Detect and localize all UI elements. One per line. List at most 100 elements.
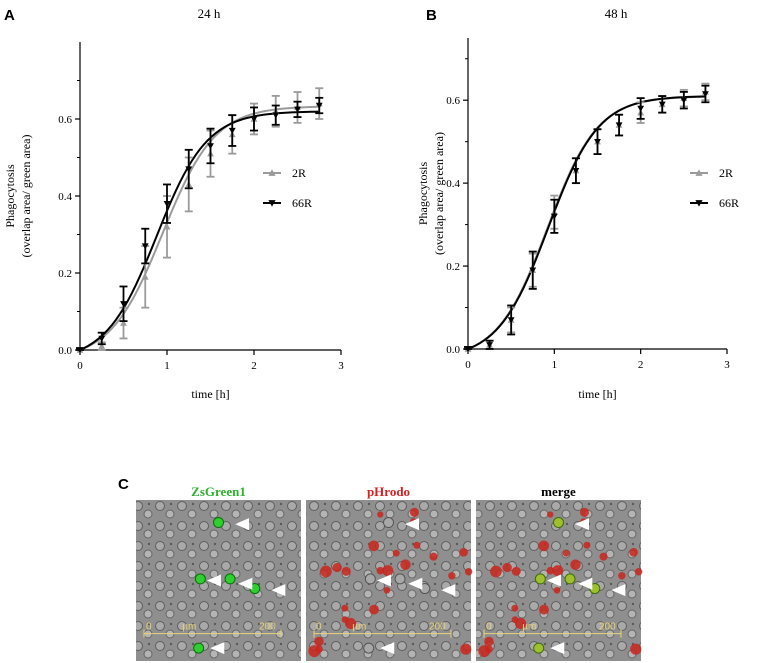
data-point-66R-a (250, 116, 258, 123)
green-fluorescent-cell (224, 573, 236, 585)
y-tick-label-a: 0.0 (58, 345, 72, 357)
red-fluorescent-cell-merge (583, 541, 591, 549)
y-tick-label-b: 0.0 (446, 344, 460, 356)
x-axis-label-a: time [h] (191, 387, 229, 401)
red-fluorescent-cell-red (377, 511, 384, 518)
scale-bar-unit-label-green: µm (182, 622, 196, 633)
scale-bar-end-label-red: 200 (429, 622, 446, 633)
unlabeled-cell (364, 573, 376, 585)
white-arrow-icon-merge (578, 577, 593, 590)
red-fluorescent-cell-red (369, 604, 379, 615)
data-point-66R-a (272, 112, 280, 119)
data-point-66R-b (550, 213, 558, 220)
merged-fluorescent-cell (534, 573, 546, 585)
red-fluorescent-cell-red (392, 549, 400, 557)
legend-marker-2R-b (695, 169, 703, 176)
red-fluorescent-cell-red (332, 562, 342, 573)
red-fluorescent-cell-merge (515, 617, 527, 630)
red-fluorescent-cell-red (400, 559, 411, 570)
x-tick-label-b: 1 (552, 359, 558, 371)
data-point-66R-a (228, 127, 236, 134)
red-fluorescent-cell-merge (502, 562, 512, 573)
data-point-66R-b (529, 267, 537, 274)
scale-bar-start-label-red: 0 (316, 622, 322, 633)
legend-label-66R-b: 66R (719, 196, 739, 210)
merged-fluorescent-cell (553, 517, 564, 529)
red-fluorescent-cell-merge (629, 547, 638, 557)
legend-label-2R-b: 2R (719, 166, 733, 180)
red-fluorescent-cell-red (341, 566, 351, 576)
x-tick-label-a: 3 (338, 360, 344, 372)
data-point-2R-a (163, 223, 171, 230)
fit-curve-66R-a (79, 110, 320, 351)
red-fluorescent-cell-red (460, 643, 472, 655)
red-fluorescent-cell-merge (570, 559, 581, 570)
red-fluorescent-cell-red (345, 617, 357, 630)
scale-bar-start-label-merge: 0 (486, 622, 492, 633)
red-fluorescent-cell-merge (562, 549, 570, 557)
y-tick-label-b: 0.2 (446, 261, 460, 273)
scale-bar-end-label-green: 200 (259, 622, 276, 633)
x-tick-label-a: 0 (77, 360, 83, 372)
data-point-66R-a (185, 166, 193, 173)
legend-b: 2R 66R (690, 166, 739, 210)
data-point-66R-b (637, 105, 645, 112)
x-tick-label-b: 0 (465, 359, 471, 371)
fit-curve-2R-b (467, 95, 706, 350)
red-fluorescent-cell-merge (547, 511, 554, 518)
scale-bar-unit-label-red: µm (352, 622, 366, 633)
y-tick-label-a: 0.2 (58, 268, 72, 280)
merged-fluorescent-cell (533, 642, 545, 654)
legend-label-66R-a: 66R (292, 196, 312, 210)
panel-c: C ZsGreen1 0 µm 200 pHrodo 0 µm 200 merge 0 µm 200 (118, 476, 643, 661)
chart-title-b: 48 h (605, 6, 628, 21)
data-point-66R-b (464, 346, 472, 353)
micrograph-label-green: ZsGreen1 (191, 484, 246, 499)
white-arrow-icon-red (376, 574, 391, 587)
unlabeled-cell (394, 573, 406, 585)
unlabeled-cell (383, 517, 394, 529)
red-fluorescent-cell-merge (485, 645, 493, 653)
legend-label-2R-a: 2R (292, 166, 306, 180)
data-point-66R-a (163, 200, 171, 208)
red-fluorescent-cell-red (320, 565, 332, 578)
legend-marker-2R-a (268, 169, 276, 176)
white-arrow-icon-red (441, 584, 456, 597)
fit-curve-2R-a (79, 105, 320, 351)
red-fluorescent-cell-red (376, 566, 385, 575)
white-arrow-icon-red (380, 642, 395, 655)
data-point-66R-b (507, 317, 515, 324)
y-tick-label-a: 0.4 (58, 191, 72, 203)
red-fluorescent-cell-red (383, 586, 391, 594)
data-point-66R-a (76, 347, 84, 354)
data-point-66R-a (141, 243, 149, 250)
data-point-66R-a (315, 102, 323, 109)
chart-title-a: 24 h (198, 6, 221, 21)
panel-letter-a: A (4, 7, 15, 24)
white-arrow-icon-merge (611, 584, 626, 597)
white-arrow-icon-green (238, 577, 253, 590)
x-tick-label-a: 2 (251, 360, 257, 372)
data-point-66R-a (98, 335, 106, 342)
x-tick-label-a: 1 (164, 360, 170, 372)
data-point-66R-b (615, 122, 623, 129)
y-axis-label-line1-a: Phagocytosis (3, 164, 17, 228)
green-fluorescent-cell (193, 642, 205, 654)
y-axis-label-line1-b: Phagocytosis (416, 162, 430, 226)
red-fluorescent-cell-merge (552, 565, 564, 577)
y-tick-label-b: 0.4 (446, 178, 460, 190)
fit-curve-66R-b (467, 95, 706, 350)
panel-letter-c: C (118, 476, 129, 493)
y-axis-label-line2-b: (overlap area/ green area) (432, 132, 446, 255)
legend-marker-66R-a (268, 200, 276, 207)
red-fluorescent-cell-red (368, 540, 380, 552)
red-fluorescent-cell-merge (618, 572, 626, 580)
white-arrow-icon-merge (546, 574, 561, 587)
data-point-66R-b (572, 167, 580, 175)
white-arrow-icon-merge (550, 642, 565, 655)
red-fluorescent-cell-red (429, 552, 438, 561)
red-fluorescent-cell-merge (490, 565, 502, 578)
red-fluorescent-cell-red (315, 645, 323, 653)
red-fluorescent-cell-merge (634, 568, 643, 576)
micrograph-label-red: pHrodo (367, 484, 410, 499)
